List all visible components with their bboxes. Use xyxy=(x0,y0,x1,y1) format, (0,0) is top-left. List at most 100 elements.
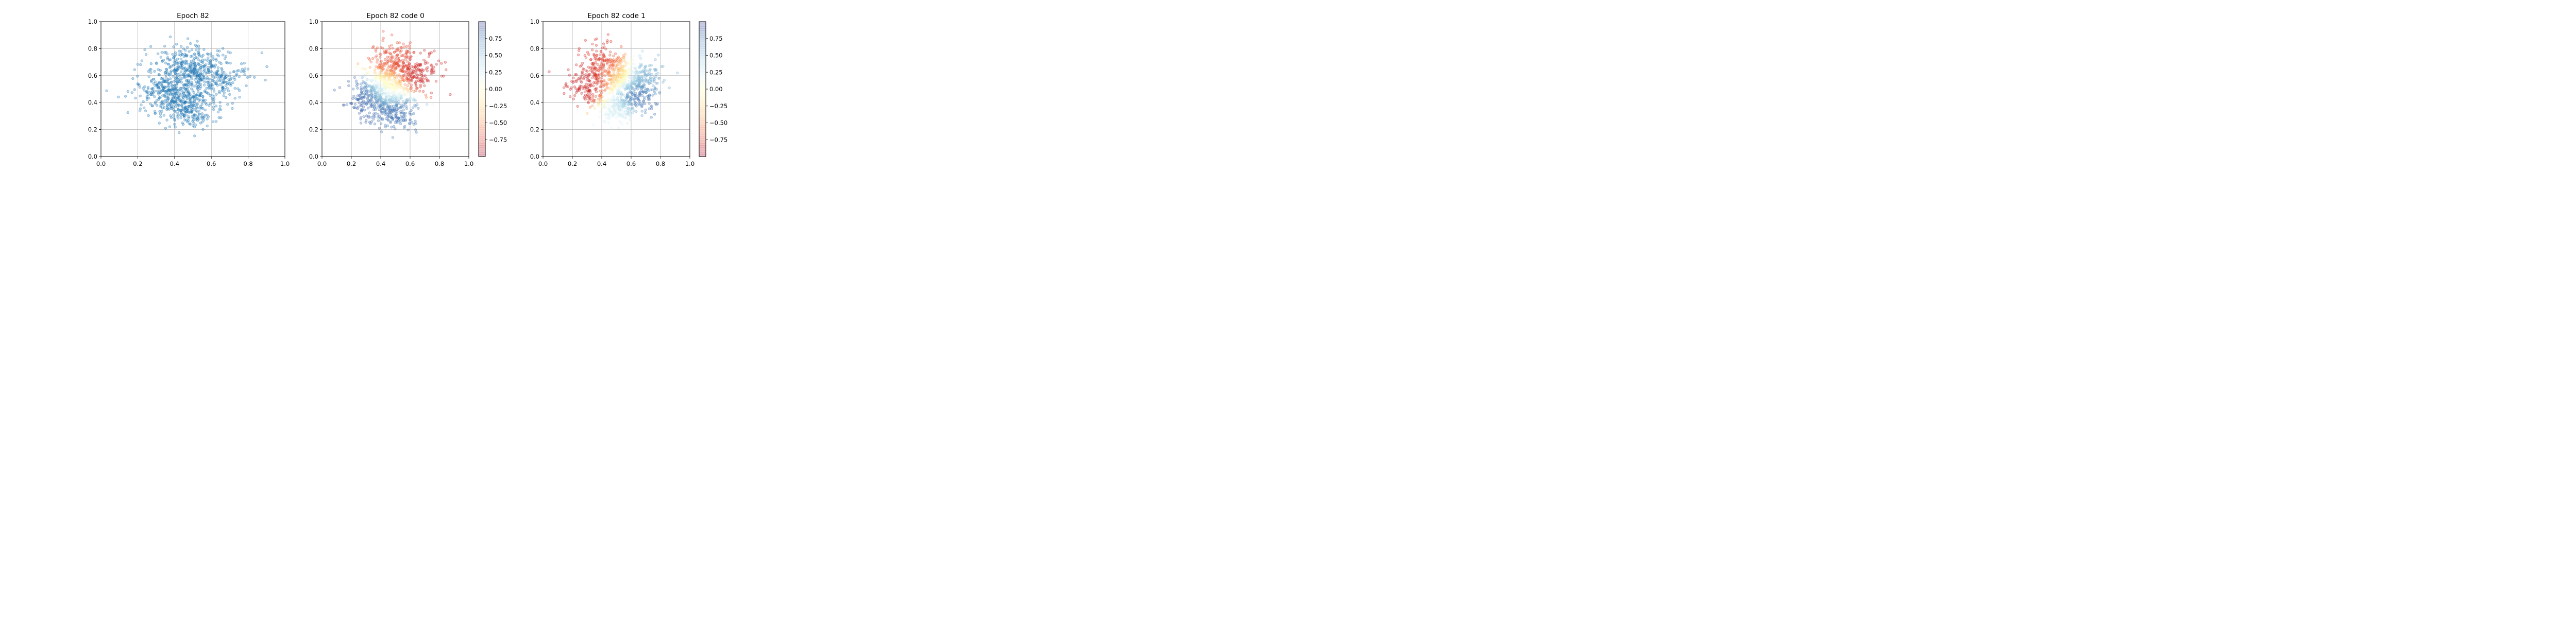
scatter-point xyxy=(414,65,417,68)
scatter-point xyxy=(212,108,215,111)
scatter-point xyxy=(626,62,629,65)
scatter-point xyxy=(384,91,387,94)
scatter-point xyxy=(185,118,188,122)
scatter-point xyxy=(662,81,665,84)
y-tick-label: 0.8 xyxy=(530,45,539,52)
scatter-point xyxy=(142,87,145,90)
scatter-point xyxy=(227,89,230,92)
scatter-point xyxy=(371,57,375,60)
scatter-point xyxy=(161,60,164,63)
scatter-point xyxy=(397,116,400,119)
scatter-point xyxy=(170,81,173,84)
scatter-point xyxy=(234,74,238,77)
scatter-point xyxy=(188,100,192,104)
scatter-point xyxy=(592,100,596,104)
scatter-point xyxy=(426,103,429,106)
scatter-point xyxy=(175,43,178,46)
scatter-point xyxy=(651,94,654,97)
scatter-point xyxy=(392,91,395,94)
scatter-point xyxy=(167,97,170,100)
scatter-point xyxy=(236,87,240,90)
scatter-panel-2: Epoch 82 code 0 0.0 0.2 0.4 0.6 0.8 1.0 … xyxy=(309,12,507,167)
scatter-point xyxy=(395,97,398,100)
scatter-point xyxy=(204,109,207,112)
scatter-point xyxy=(139,109,142,113)
scatter-point xyxy=(181,98,185,101)
scatter-point xyxy=(228,74,231,78)
scatter-point xyxy=(347,84,350,88)
scatter-point xyxy=(224,55,228,58)
scatter-point xyxy=(375,65,378,68)
scatter-point xyxy=(413,75,416,78)
scatter-point xyxy=(191,95,194,98)
scatter-point xyxy=(425,96,428,99)
scatter-point xyxy=(399,70,402,73)
colorbar-segment xyxy=(699,68,706,72)
colorbar-segment xyxy=(699,44,706,47)
scatter-point xyxy=(164,93,167,96)
scatter-point xyxy=(614,85,617,89)
scatter-point xyxy=(422,58,426,62)
scatter-point xyxy=(189,71,193,74)
scatter-point xyxy=(172,108,175,111)
colorbar-segment xyxy=(699,55,706,58)
scatter-point xyxy=(176,58,179,61)
colorbar-tick-label: −0.75 xyxy=(489,136,507,143)
scatter-point xyxy=(594,38,597,41)
scatter-point xyxy=(608,92,611,95)
y-tick-label: 0.4 xyxy=(530,99,539,106)
scatter-point xyxy=(367,71,370,74)
scatter-point xyxy=(403,83,406,86)
scatter-point xyxy=(605,83,608,86)
scatter-point xyxy=(180,103,183,107)
scatter-point xyxy=(205,87,208,90)
scatter-point xyxy=(653,91,656,94)
scatter-point xyxy=(601,95,604,98)
scatter-point xyxy=(656,72,659,75)
scatter-point xyxy=(391,94,394,98)
scatter-point xyxy=(404,101,407,105)
scatter-point xyxy=(221,71,224,74)
scatter-point xyxy=(158,73,161,77)
scatter-point xyxy=(616,71,619,74)
scatter-point xyxy=(587,53,590,56)
scatter-point xyxy=(586,76,590,79)
scatter-point xyxy=(357,106,360,109)
scatter-point xyxy=(173,110,176,113)
x-tick-label: 0.2 xyxy=(133,160,142,167)
scatter-point xyxy=(586,50,589,54)
scatter-point xyxy=(165,118,168,122)
scatter-point xyxy=(589,66,592,70)
scatter-point xyxy=(583,54,587,57)
colorbar-segment xyxy=(479,129,485,132)
scatter-point xyxy=(170,116,173,119)
scatter-point xyxy=(373,93,376,96)
scatter-point xyxy=(409,68,412,71)
panel-2-x-tick-labels: 0.0 0.2 0.4 0.6 0.8 1.0 xyxy=(317,160,473,167)
scatter-point xyxy=(207,115,210,118)
scatter-point xyxy=(631,130,634,134)
scatter-point xyxy=(169,89,172,92)
scatter-point xyxy=(185,97,189,100)
scatter-point xyxy=(238,89,241,92)
scatter-point xyxy=(358,112,361,115)
scatter-point xyxy=(595,37,598,41)
scatter-point xyxy=(577,77,580,80)
scatter-point xyxy=(182,86,185,89)
scatter-point xyxy=(631,107,634,110)
colorbar-tick-label: 0.75 xyxy=(709,35,723,42)
colorbar-segment xyxy=(479,82,485,85)
scatter-point xyxy=(201,128,205,131)
scatter-point xyxy=(360,85,363,89)
scatter-point xyxy=(379,46,383,49)
scatter-point xyxy=(144,53,148,56)
y-tick-label: 0.4 xyxy=(309,99,318,106)
scatter-point xyxy=(603,74,606,77)
scatter-point xyxy=(440,62,443,65)
scatter-point xyxy=(614,82,617,85)
colorbar-segment xyxy=(479,93,485,96)
scatter-point xyxy=(205,102,208,106)
scatter-point xyxy=(182,123,185,126)
scatter-point xyxy=(588,89,591,92)
scatter-point xyxy=(238,95,241,99)
